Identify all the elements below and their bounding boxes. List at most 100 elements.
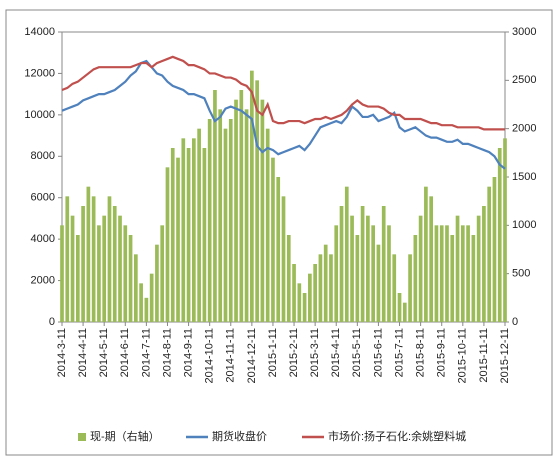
bar	[70, 215, 75, 322]
bar	[344, 186, 349, 322]
bar	[112, 206, 117, 322]
bar	[308, 273, 312, 322]
bar	[123, 225, 128, 322]
bar	[228, 119, 233, 322]
x-tick-label: 2015-11-11	[478, 328, 490, 383]
bar	[450, 235, 455, 322]
y-tick-label: 0	[49, 316, 55, 328]
bar	[323, 244, 328, 322]
bar	[170, 148, 175, 322]
bar	[186, 148, 191, 322]
bar	[155, 244, 159, 322]
bar	[181, 138, 186, 322]
x-tick-label: 2015-4-11	[330, 328, 342, 377]
bar	[139, 283, 143, 322]
y-tick-label: 14000	[24, 26, 55, 38]
bar	[276, 177, 281, 322]
line	[61, 59, 506, 170]
bar	[397, 293, 402, 322]
bar	[434, 225, 439, 322]
bar	[297, 283, 302, 322]
x-tick-label: 2015-2-11	[288, 328, 300, 377]
bar	[107, 196, 112, 322]
bar	[445, 225, 449, 322]
bar	[402, 302, 407, 322]
bar	[128, 235, 133, 322]
x-tick-label: 2015-1-11	[267, 328, 279, 377]
bar	[239, 90, 244, 322]
legend-label: 现-期（右轴）	[90, 429, 160, 443]
x-tick-label: 2015-12-11	[499, 328, 511, 383]
bar	[218, 109, 223, 322]
bar	[207, 119, 212, 322]
bar	[429, 196, 434, 322]
x-tick-label: 2014-5-11	[98, 328, 110, 377]
bar	[191, 138, 196, 322]
bar	[97, 225, 101, 322]
bar	[350, 215, 354, 322]
bar	[197, 128, 201, 322]
y2-tick-label: 0	[512, 316, 518, 328]
bar	[81, 206, 85, 322]
x-tick-label: 2015-8-11	[415, 328, 427, 377]
bar	[265, 128, 270, 322]
bar	[413, 235, 418, 322]
bar	[223, 128, 228, 322]
bar	[286, 235, 291, 322]
bar	[492, 177, 497, 322]
bar	[250, 70, 254, 323]
bar	[334, 225, 339, 322]
bar	[149, 273, 154, 322]
legend-label: 期货收盘价	[212, 429, 267, 443]
bar	[408, 254, 412, 322]
bar	[455, 215, 460, 322]
bar	[75, 235, 80, 322]
bar	[144, 297, 149, 322]
y-tick-label: 10000	[24, 109, 55, 121]
y-tick-label: 8000	[31, 150, 55, 162]
bar	[460, 225, 465, 322]
y2-tick-label: 2000	[512, 123, 536, 135]
y-tick-label: 6000	[31, 192, 55, 204]
line	[61, 55, 505, 131]
bar	[424, 186, 428, 322]
bar	[387, 225, 391, 322]
bar	[376, 244, 381, 322]
bar	[165, 167, 170, 322]
x-tick-label: 2014-12-11	[246, 328, 258, 383]
bar	[91, 196, 96, 322]
bar	[466, 225, 470, 322]
bar	[213, 90, 217, 322]
bar	[244, 109, 249, 322]
bar	[260, 99, 265, 323]
bar	[418, 215, 423, 322]
legend-swatch	[78, 433, 86, 441]
frame	[5, 9, 553, 456]
bar	[176, 157, 180, 322]
bar	[255, 80, 259, 322]
bar	[366, 215, 370, 322]
y2-tick-label: 500	[512, 268, 530, 280]
y-tick-label: 12000	[24, 67, 55, 79]
legend-label: 市场价:扬子石化:余姚塑料城	[328, 429, 466, 443]
x-tick-label: 2015-5-11	[351, 328, 363, 377]
x-tick-label: 2014-3-11	[56, 328, 68, 377]
y-tick-label: 2000	[31, 274, 55, 286]
bar	[371, 225, 376, 322]
bar	[482, 206, 486, 322]
bar	[497, 148, 502, 322]
bar	[133, 254, 138, 322]
y2-tick-label: 1000	[512, 219, 536, 231]
bar	[202, 148, 207, 322]
x-tick-label: 2014-7-11	[140, 328, 152, 377]
bar	[487, 186, 492, 322]
x-tick-label: 2014-10-11	[204, 328, 216, 383]
bar	[86, 186, 91, 322]
x-tick-label: 2014-9-11	[182, 328, 194, 377]
bar	[318, 254, 323, 322]
bar	[292, 264, 296, 322]
y-tick-label: 4000	[31, 233, 55, 245]
bar	[118, 215, 122, 322]
bar	[439, 225, 444, 322]
